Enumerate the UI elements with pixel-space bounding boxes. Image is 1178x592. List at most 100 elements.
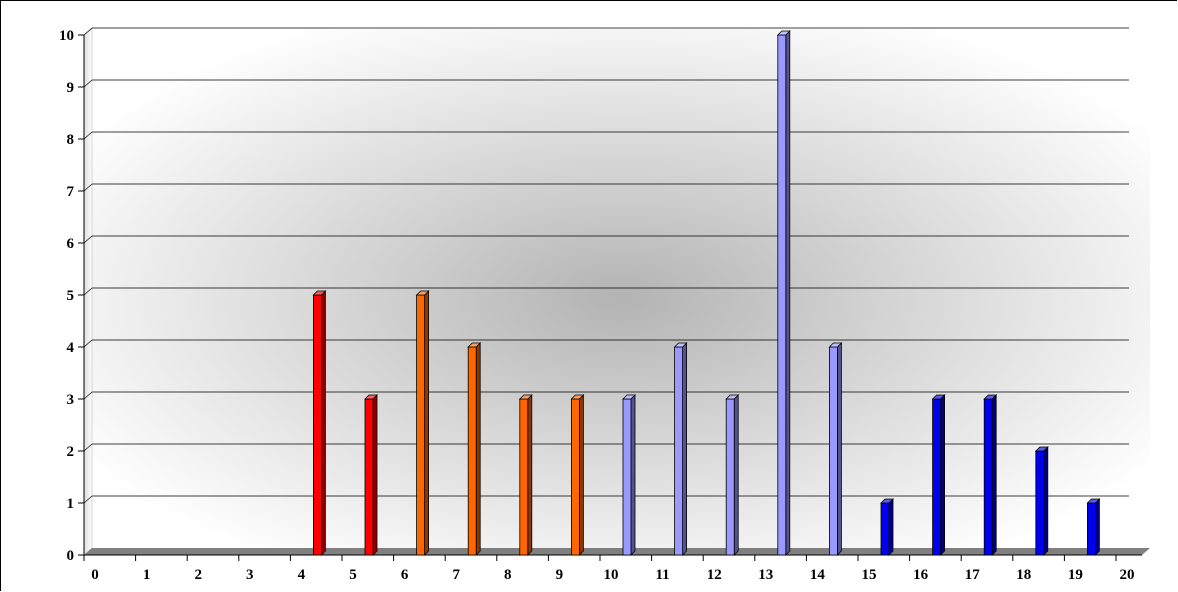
bar-top (880, 498, 894, 504)
bar-top (570, 394, 585, 400)
y-tick-label: 4 (67, 340, 75, 356)
bar-top (622, 394, 636, 400)
y-tick-label: 6 (67, 236, 75, 252)
bar-front (1087, 502, 1096, 556)
bar-side (1043, 446, 1049, 556)
bar-top (983, 394, 998, 400)
bar-front (1035, 450, 1045, 556)
bar-front (777, 34, 787, 556)
x-tick-label: 11 (656, 567, 670, 583)
bar-front (312, 294, 322, 556)
x-tick-label: 8 (504, 567, 512, 583)
bar-top (673, 342, 688, 348)
bar-17 (983, 394, 998, 556)
gridline-side (83, 183, 93, 192)
x-tick-label: 20 (1120, 567, 1135, 583)
bar-side (424, 290, 430, 556)
y-tick-label: 1 (67, 496, 75, 512)
bar-side (475, 342, 481, 556)
bar-top (1034, 446, 1049, 452)
bar-front (829, 346, 838, 556)
bar-11 (673, 342, 688, 556)
bar-top (828, 342, 843, 348)
bar-12 (725, 394, 740, 556)
bar-side (785, 30, 791, 556)
bar-side (527, 394, 533, 556)
bar-7 (467, 342, 482, 556)
gridlines (83, 27, 1129, 504)
bar-top (312, 290, 327, 296)
bar-side (888, 498, 894, 556)
gridline-side (83, 339, 93, 348)
y-tick-label: 0 (67, 548, 75, 564)
gridline-side (83, 287, 93, 296)
bar-4 (312, 290, 327, 556)
y-axis-ticks: 0 1 2 3 4 5 6 7 8 9 10 (59, 28, 84, 564)
bar-side (991, 394, 997, 556)
y-tick-label: 8 (67, 132, 75, 148)
bar-15 (880, 498, 894, 556)
gridline-side (83, 443, 93, 452)
x-tick-label: 19 (1068, 567, 1083, 583)
x-tick-label: 2 (194, 567, 202, 583)
bar-18 (1034, 446, 1049, 556)
bar-side (630, 394, 636, 556)
x-axis-ticks: 0 1 2 3 4 5 6 7 8 9 10 11 12 13 14 15 16 17 18 19 20 (83, 555, 1135, 583)
bar-front (364, 398, 374, 556)
bar-front (467, 346, 477, 556)
bar-side (837, 342, 842, 556)
bar-top (725, 394, 740, 400)
x-tick-label: 9 (556, 567, 564, 583)
gridline-side (83, 391, 93, 400)
x-tick-label: 12 (707, 567, 722, 583)
bar-front (725, 398, 735, 556)
bar-6 (415, 290, 430, 556)
x-tick-label: 15 (862, 567, 877, 583)
bar-side (579, 394, 584, 556)
bar-side (940, 394, 945, 556)
bar-front (674, 346, 683, 556)
x-tick-label: 5 (349, 567, 357, 583)
bar-front (932, 398, 941, 556)
plot-side-wall (83, 28, 93, 556)
gridline-side (83, 27, 93, 36)
bar-5 (364, 394, 378, 556)
bar-16 (931, 394, 946, 556)
x-tick-label: 13 (758, 567, 773, 583)
x-tick-label: 16 (913, 567, 929, 583)
bar-top (467, 342, 482, 348)
x-tick-label: 6 (401, 567, 409, 583)
bar-top (518, 394, 533, 400)
y-tick-label: 10 (59, 28, 74, 44)
bar-front (416, 294, 426, 556)
y-tick-label: 9 (67, 80, 75, 96)
y-tick-label: 5 (67, 288, 75, 304)
x-tick-label: 14 (810, 567, 826, 583)
bar-side (320, 290, 326, 556)
bar-top (364, 394, 378, 400)
bar-side (733, 394, 739, 556)
bar-top (776, 30, 791, 36)
gridline-side (83, 131, 93, 140)
bar-top (415, 290, 430, 296)
bar-19 (1086, 498, 1101, 556)
x-tick-label: 17 (965, 567, 981, 583)
bar-front (880, 502, 890, 556)
bar-8 (518, 394, 533, 556)
plot-back-wall (92, 29, 1150, 548)
y-tick-label: 7 (67, 184, 75, 200)
bar-10 (622, 394, 636, 556)
y-tick-label: 3 (67, 392, 75, 408)
bar-9 (570, 394, 585, 556)
bar-front (571, 398, 580, 556)
x-tick-label: 1 (143, 567, 151, 583)
gridline-side (83, 235, 93, 244)
bar-front (983, 398, 993, 556)
bar-front (519, 398, 529, 556)
y-tick-label: 2 (67, 444, 75, 460)
bar-front (622, 398, 632, 556)
x-tick-label: 0 (91, 567, 99, 583)
x-tick-label: 4 (298, 567, 306, 583)
bar-top (1086, 498, 1101, 504)
